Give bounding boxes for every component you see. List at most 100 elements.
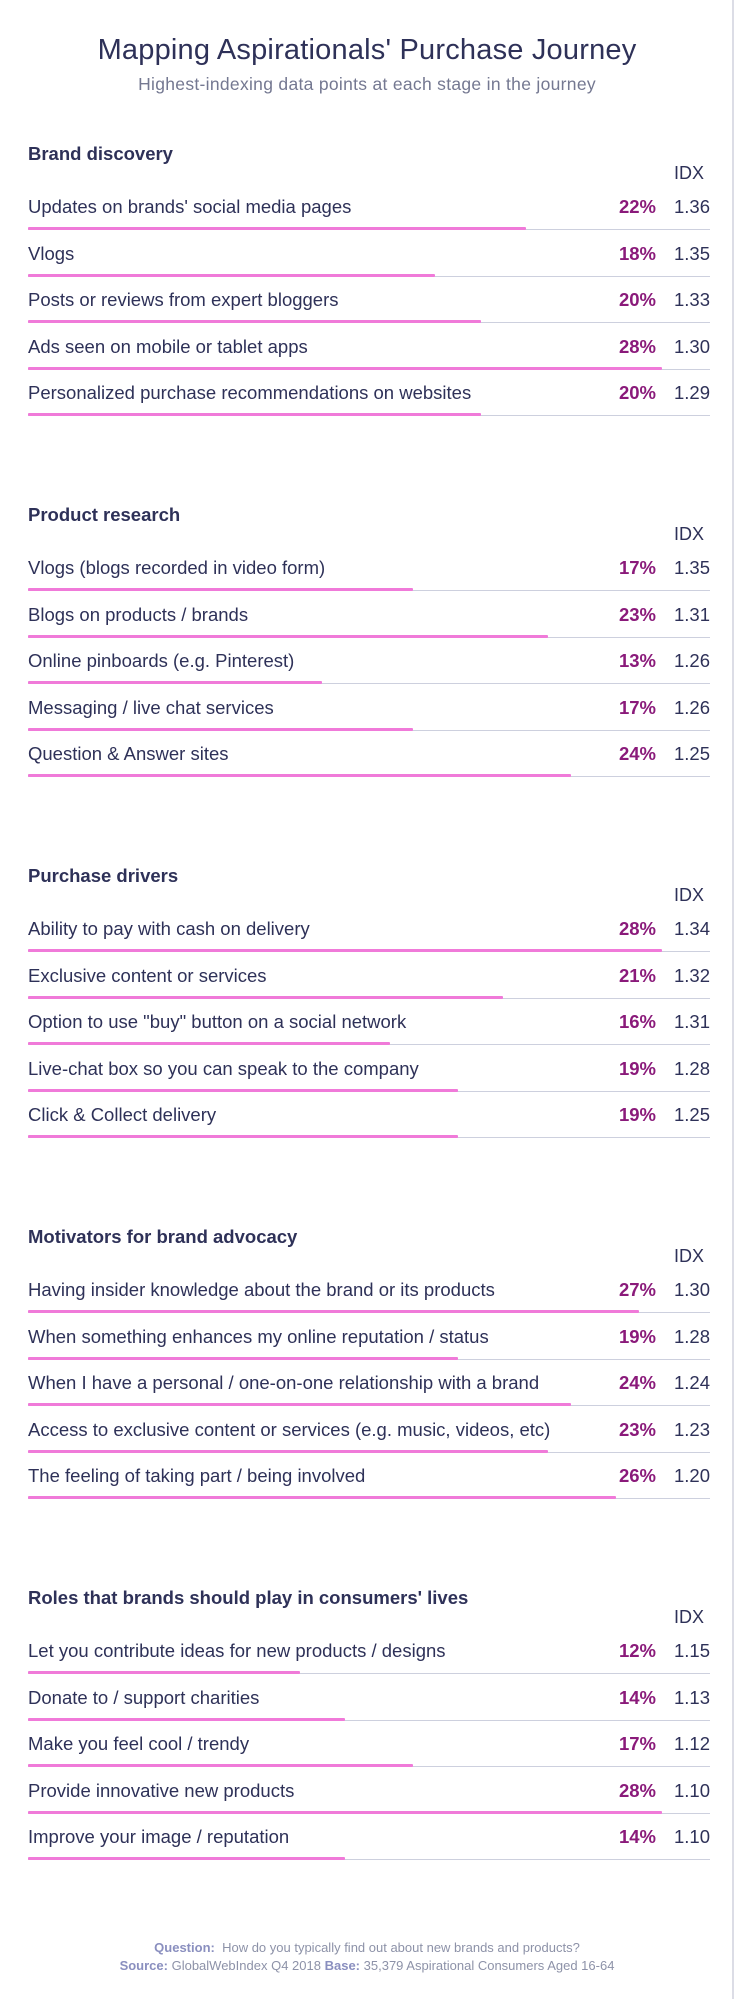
row-label: Having insider knowledge about the brand… [28,1279,495,1300]
row-bar [28,1810,662,1814]
row-percent: 19% [618,1057,656,1079]
row-idx: 1.10 [673,1779,710,1801]
row-idx: 1.15 [673,1640,710,1661]
row-percent: 14% [618,1826,656,1847]
data-row: Online pinboards (e.g. Pinterest) 13% 1.26 [0,641,734,687]
row-label: Posts or reviews from expert bloggers [28,289,339,310]
row-divider [28,1673,710,1674]
row-label: Question & Answer sites [28,743,229,764]
row-percent: 27% [618,1279,656,1300]
row-idx: 1.10 [673,1826,710,1847]
data-row: Updates on brands' social media pages 22%… [0,187,734,233]
row-label: Online pinboards (e.g. Pinterest) [28,650,295,671]
base-label: Base: [324,1958,361,1973]
row-bar [28,727,413,731]
data-row: Posts or reviews from expert bloggers 20%… [0,280,734,326]
chart-section: Product research IDX Vlogs (blogs recorded… [0,504,734,804]
row-bar [28,320,481,323]
row-idx: 1.35 [673,557,710,578]
row-idx: 1.31 [673,1011,710,1032]
row-label: Vlogs [28,242,75,264]
row-idx: 1.13 [673,1686,710,1708]
page-subtitle: Highest-indexing data points at each sta… [138,74,596,94]
idx-header: IDX [674,885,705,905]
data-row: Question & Answer sites 24% 1.25 [0,734,734,780]
row-percent: 19% [618,1104,656,1125]
row-label: When I have a personal / one-on-one rela… [28,1372,540,1393]
row-idx: 1.26 [673,650,710,671]
section-title: Motivators for brand advocacy [28,1226,298,1247]
row-label: Let you contribute ideas for new product… [28,1640,446,1661]
data-row: When I have a personal / one-on-one rela… [0,1363,734,1409]
row-idx: 1.28 [673,1325,710,1347]
section-title: Product research [28,504,181,525]
row-divider [28,683,710,684]
row-label: Personalized purchase recommendations on… [28,382,472,403]
row-idx: 1.30 [673,335,710,357]
data-row: The feeling of taking part / being invol… [0,1456,734,1502]
row-percent: 28% [618,918,656,939]
row-bar [28,1496,616,1499]
data-row: Messaging / live chat services 17% 1.26 [0,688,734,734]
data-row: Option to use "buy" button on a social n… [0,1002,734,1048]
data-row: Improve your image / reputation 14% 1.10 [0,1817,734,1863]
data-row: Exclusive content or services 21% 1.32 [0,956,734,1002]
question-text: How do you typically find out about new … [222,1940,580,1955]
row-bar [28,1764,413,1767]
chart-section: Roles that brands should play in consume… [0,1587,734,1887]
row-idx: 1.25 [673,1104,710,1125]
row-percent: 19% [618,1325,656,1347]
source-text: GlobalWebIndex Q4 2018 [171,1958,321,1973]
row-bar [28,1671,300,1674]
data-row: Vlogs (blogs recorded in video form) 17% 1… [0,548,734,594]
data-row: Let you contribute ideas for new product… [0,1631,734,1677]
row-idx: 1.34 [673,918,710,939]
row-bar [28,227,526,230]
row-label: Provide innovative new products [28,1779,295,1801]
row-percent: 23% [618,603,656,625]
idx-header: IDX [674,524,705,544]
footer: Question: How do you typically find out … [0,1939,734,1975]
row-bar [28,413,481,416]
row-label: Live-chat box so you can speak to the co… [28,1057,419,1079]
row-percent: 17% [618,696,656,718]
row-bar [28,366,662,370]
base-text: 35,379 Aspirational Consumers Aged 16-64 [363,1958,615,1973]
row-label: Ability to pay with cash on delivery [28,918,310,939]
data-row: Blogs on products / brands 23% 1.31 [0,595,734,641]
row-idx: 1.20 [673,1465,710,1486]
row-idx: 1.24 [673,1372,710,1393]
data-row: Ads seen on mobile or tablet apps 28% 1.30 [0,327,734,373]
row-bar [28,681,322,684]
data-row: Personalized purchase recommendations on… [0,373,734,419]
row-percent: 22% [618,196,656,217]
row-idx: 1.32 [673,964,710,986]
row-label: Access to exclusive content or services … [28,1418,551,1440]
row-label: Make you feel cool / trendy [28,1733,250,1754]
right-border [732,0,734,1999]
row-idx: 1.25 [673,743,710,764]
row-percent: 13% [618,650,656,671]
row-bar [28,774,571,777]
row-label: Click & Collect delivery [28,1104,217,1125]
row-percent: 17% [618,1733,656,1754]
page-title: Mapping Aspirationals' Purchase Journey [97,34,637,66]
row-label: Updates on brands' social media pages [28,196,352,217]
row-label: Blogs on products / brands [28,603,249,625]
row-percent: 14% [618,1686,656,1708]
row-bar [28,1042,390,1045]
row-percent: 18% [618,242,656,264]
data-row: Access to exclusive content or services … [0,1410,734,1456]
row-idx: 1.30 [673,1279,710,1300]
data-row: Donate to / support charities 14% 1.13 [0,1678,734,1724]
data-row: Click & Collect delivery 19% 1.25 [0,1095,734,1141]
chart-section: Brand discovery IDX Updates on brands' soc… [0,143,734,443]
idx-header: IDX [674,1607,705,1627]
row-label: Vlogs (blogs recorded in video form) [28,557,326,578]
row-bar [28,1088,458,1092]
row-bar [28,949,662,952]
row-idx: 1.31 [673,603,710,625]
row-idx: 1.33 [673,289,710,310]
data-row: Provide innovative new products 28% 1.10 [0,1771,734,1817]
row-percent: 17% [618,557,656,578]
